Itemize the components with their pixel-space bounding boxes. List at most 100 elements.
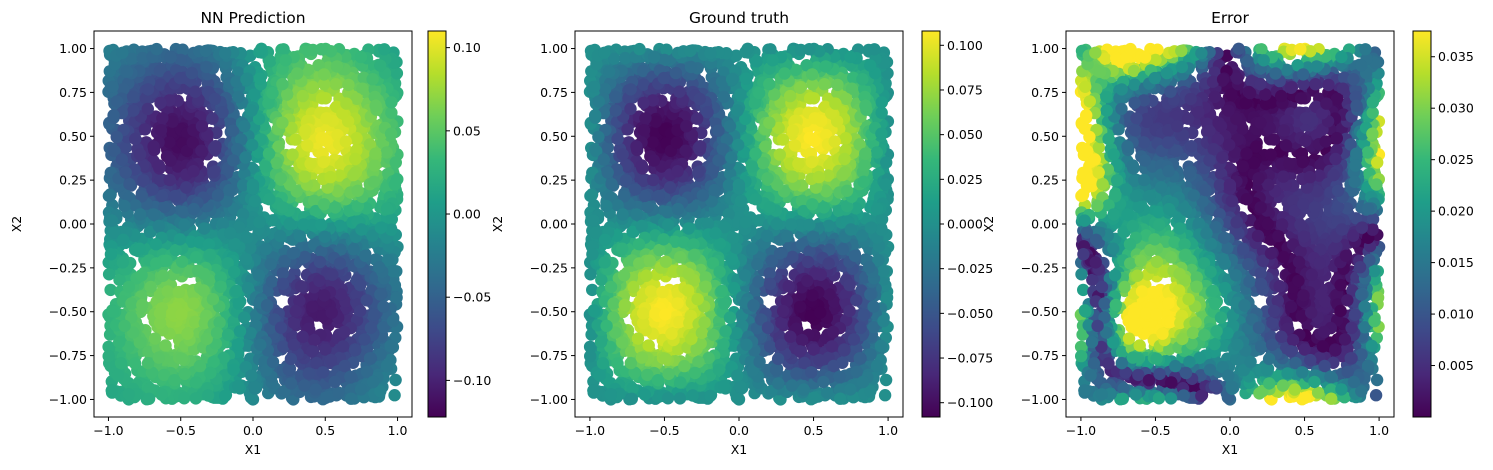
scatter-point: [197, 284, 210, 297]
scatter-point: [159, 339, 172, 352]
scatter-point: [354, 278, 367, 292]
scatter-point: [301, 63, 315, 76]
scatter-point: [180, 181, 193, 194]
scatter-point: [223, 183, 236, 197]
scatter-point: [272, 140, 285, 153]
scatter-point: [248, 88, 261, 101]
scatter-point: [298, 170, 311, 183]
scatter-point: [168, 189, 182, 203]
scatter-point: [374, 385, 387, 398]
colorbar-tick-label: 0.10: [453, 40, 481, 55]
scatter-point: [334, 288, 347, 301]
scatter-point: [366, 229, 379, 242]
scatter-point: [277, 43, 290, 56]
scatter-point: [276, 267, 289, 280]
scatter-point: [110, 130, 123, 144]
scatter-point: [193, 236, 206, 249]
scatter-point: [122, 388, 135, 401]
scatter-point: [381, 253, 395, 267]
scatter-point: [231, 337, 245, 351]
scatter-point: [586, 283, 599, 297]
scatter-point: [351, 184, 364, 197]
scatter-point: [388, 178, 402, 191]
scatter-point: [324, 45, 337, 58]
scatter-point: [274, 321, 288, 334]
scatter-point: [294, 280, 308, 293]
scatter-point: [377, 321, 390, 334]
scatter-point: [244, 241, 257, 255]
scatter-point: [326, 268, 339, 281]
scatter-point: [221, 328, 235, 342]
scatter-point: [285, 121, 298, 135]
scatter-point: [154, 124, 168, 137]
scatter-point: [389, 373, 402, 387]
scatter-point: [233, 325, 247, 338]
scatter-point: [385, 213, 398, 226]
scatter-point: [105, 214, 119, 227]
scatter-point: [175, 255, 189, 268]
scatter-point: [237, 178, 250, 192]
scatter-point: [388, 389, 401, 402]
scatter-point: [315, 92, 329, 105]
scatter-point: [254, 338, 267, 351]
scatter-point: [380, 146, 393, 159]
scatter-point: [349, 152, 362, 166]
scatter-point: [313, 274, 326, 288]
scatter-point: [262, 97, 275, 110]
scatter-point: [206, 112, 219, 125]
scatter-point: [103, 328, 117, 341]
scatter-point: [147, 208, 160, 221]
scatter-point: [315, 218, 328, 231]
scatter-point: [302, 367, 315, 380]
scatter-point: [164, 51, 177, 64]
scatter-point: [135, 190, 148, 203]
scatter-point: [104, 189, 117, 202]
scatter-point: [163, 136, 176, 149]
scatter-point: [156, 112, 169, 125]
scatter-point: [293, 229, 306, 243]
scatter-point: [320, 112, 333, 125]
scatter-point: [108, 226, 121, 239]
scatter-point: [141, 83, 155, 96]
scatter-point: [219, 47, 232, 60]
scatter-point: [305, 345, 319, 358]
scatter-point: [299, 124, 312, 137]
scatter-point: [279, 54, 292, 67]
scatter-point: [301, 139, 314, 152]
scatter-point: [113, 273, 126, 287]
scatter-point: [389, 156, 402, 169]
scatter-point: [198, 222, 211, 235]
panel-2: Ground truth−1.0 −0.5 0.0 0.5 1.0−1.00−0.75−…: [490, 9, 993, 457]
scatter-point: [367, 308, 381, 321]
scatter-point: [119, 141, 132, 154]
scatter-point: [169, 243, 182, 257]
scatter-point: [189, 85, 202, 98]
scatter-point: [252, 112, 266, 126]
scatter-point: [133, 336, 147, 349]
scatter-point: [283, 178, 297, 191]
scatter-point: [102, 340, 115, 353]
scatter-point: [355, 223, 368, 236]
scatter-point: [241, 281, 255, 295]
scatter-point: [163, 173, 176, 187]
x-tick-label: 0.0: [243, 423, 263, 438]
scatter-point: [185, 66, 198, 80]
scatter-point: [332, 386, 345, 399]
scatter-point: [263, 193, 276, 206]
scatter-point: [189, 392, 202, 405]
scatter-point: [344, 370, 357, 383]
scatter-point: [317, 155, 330, 169]
scatter-point: [284, 352, 298, 366]
scatter-point: [336, 340, 350, 353]
scatter-point: [166, 115, 179, 128]
scatter-point: [296, 330, 309, 343]
x-tick-label: −1.0: [93, 423, 123, 438]
scatter-point: [259, 160, 272, 173]
scatter-point: [135, 269, 148, 282]
scatter-point: [363, 138, 377, 151]
scatter-point: [137, 174, 150, 187]
scatter-point: [356, 82, 369, 95]
scatter-point: [228, 237, 241, 250]
scatter-point: [206, 293, 220, 306]
scatter-point: [374, 348, 387, 361]
